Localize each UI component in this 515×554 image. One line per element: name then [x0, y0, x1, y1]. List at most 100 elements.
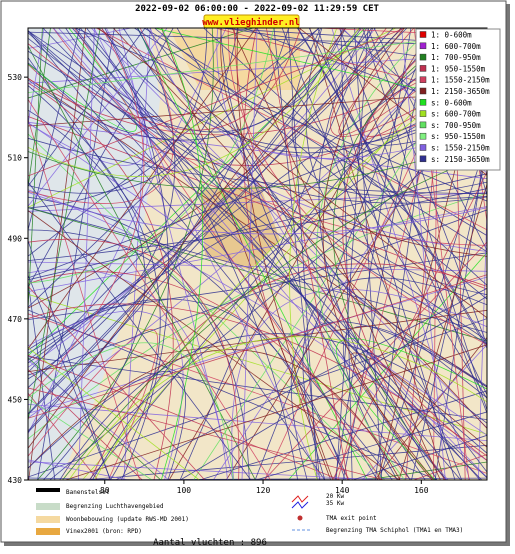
track — [28, 28, 137, 132]
track — [28, 298, 346, 480]
track — [28, 105, 487, 279]
legend-label: s: 2150-3650m — [431, 155, 490, 164]
legend-label: s: 600-700m — [431, 110, 481, 119]
track — [79, 28, 481, 480]
track — [93, 28, 322, 480]
y-tick-label: 470 — [8, 315, 23, 324]
track — [308, 28, 487, 395]
legend-swatch — [419, 42, 427, 50]
track — [28, 28, 43, 310]
track — [90, 28, 487, 429]
track — [350, 352, 487, 480]
track — [28, 303, 487, 457]
track — [281, 28, 463, 480]
track — [28, 54, 487, 84]
track — [62, 153, 487, 480]
track — [231, 288, 487, 480]
track — [28, 31, 487, 93]
legend-swatch — [419, 53, 427, 61]
x-tick-label: 100 — [177, 486, 192, 495]
track — [28, 28, 51, 188]
track — [65, 344, 487, 480]
track — [28, 28, 254, 99]
track — [28, 371, 186, 480]
track — [28, 133, 386, 480]
legend-swatch — [419, 132, 427, 140]
track — [28, 359, 170, 480]
x-tick-label: 80 — [100, 486, 110, 495]
track — [28, 189, 487, 462]
legend-label: 1: 600-700m — [431, 42, 481, 51]
track — [28, 84, 487, 354]
track — [28, 28, 81, 230]
track — [28, 28, 132, 49]
track — [28, 109, 146, 480]
track — [28, 238, 240, 480]
track — [28, 347, 200, 480]
track — [28, 85, 161, 480]
track — [374, 337, 487, 480]
track — [68, 336, 487, 480]
legend-box — [415, 28, 501, 171]
track — [37, 28, 115, 480]
map-border — [27, 27, 488, 481]
track — [28, 274, 487, 419]
boundary-swatch — [36, 503, 60, 510]
track — [28, 28, 346, 449]
x-tick-label: 120 — [256, 486, 271, 495]
track — [305, 28, 487, 296]
track — [28, 387, 385, 480]
track — [180, 296, 487, 480]
track — [28, 137, 487, 195]
track — [137, 28, 368, 480]
track — [28, 285, 206, 480]
track — [340, 28, 353, 480]
track — [28, 271, 411, 480]
track — [401, 28, 446, 480]
wind-label: 20 Kw — [326, 493, 344, 500]
track — [322, 28, 433, 480]
track — [354, 28, 383, 480]
legend-swatch — [419, 121, 427, 129]
footer-item: Begrenzing Luchthavengebied — [66, 503, 164, 510]
track — [28, 309, 438, 480]
track — [339, 28, 487, 414]
track — [28, 28, 101, 421]
track — [28, 459, 129, 480]
track — [28, 313, 487, 474]
y-tick-label: 430 — [8, 476, 23, 485]
y-tick-label: 450 — [8, 395, 23, 404]
track — [220, 28, 487, 257]
track — [160, 28, 204, 480]
legend-label: 1: 700-950m — [431, 53, 481, 62]
track — [332, 171, 487, 480]
legend-swatch — [419, 87, 427, 95]
track — [289, 28, 338, 480]
exit-label: TMA exit point — [326, 515, 377, 522]
track — [37, 28, 214, 480]
track — [28, 28, 408, 415]
track — [28, 28, 376, 368]
track — [86, 28, 299, 480]
legend-swatch — [419, 99, 427, 106]
legend-label: 1: 1550-2150m — [431, 76, 490, 85]
legend-label: 1: 950-1550m — [431, 64, 486, 73]
track — [28, 28, 45, 124]
track — [231, 28, 441, 480]
track — [28, 28, 360, 177]
track — [28, 99, 271, 480]
track — [398, 184, 487, 480]
tma-label: Begrenzing TMA Schiphol (TMA1 en TMA3) — [326, 527, 463, 534]
exit-icon — [297, 515, 303, 521]
track — [28, 28, 394, 432]
footer-item: Vinex2001 (bron: RPD) — [66, 528, 142, 535]
track — [144, 28, 487, 236]
track — [134, 28, 487, 253]
track — [28, 77, 487, 388]
track — [332, 28, 467, 480]
track — [154, 28, 487, 300]
wind-label: 35 Kw — [326, 500, 344, 507]
track — [28, 207, 487, 342]
track — [28, 196, 349, 480]
track — [28, 30, 393, 480]
